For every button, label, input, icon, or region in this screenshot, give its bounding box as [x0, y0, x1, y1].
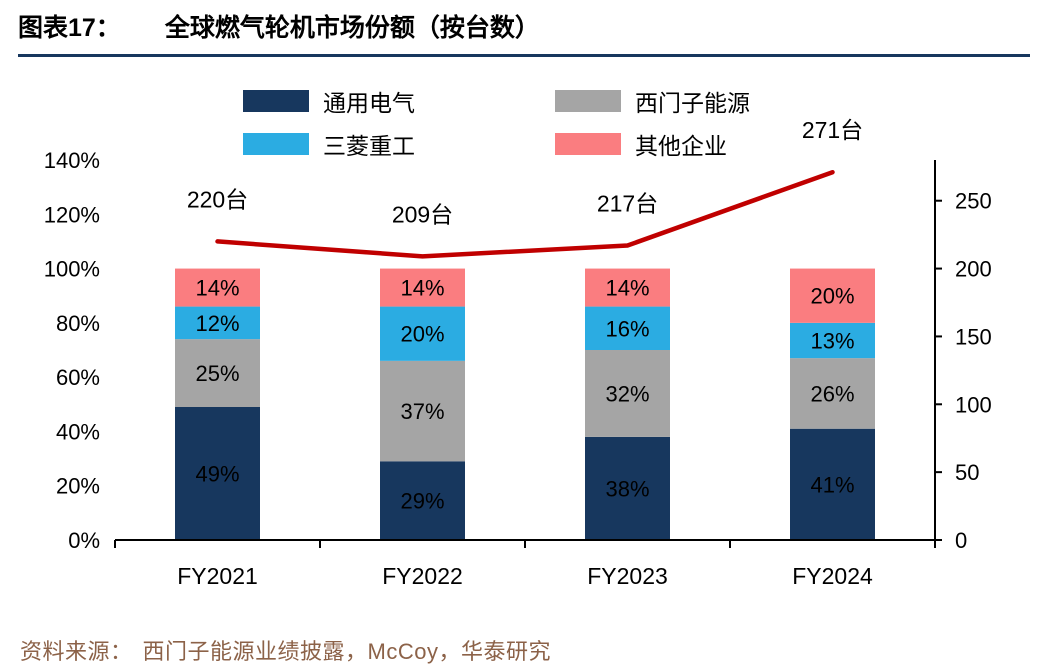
line-point-label: 209台 — [392, 201, 453, 227]
legend-label: 通用电气 — [323, 90, 415, 116]
bar-segment — [585, 306, 670, 350]
legend-item: 西门子能源 — [555, 84, 867, 118]
bar-segment-label: 14% — [400, 276, 444, 301]
bar-segment-label: 29% — [400, 489, 444, 514]
legend-item: 通用电气 — [243, 84, 555, 118]
figure-header: 图表17： 全球燃气轮机市场份额（按台数） — [18, 8, 1030, 57]
figure-number: 图表17： — [18, 14, 121, 42]
legend-label: 三菱重工 — [323, 133, 415, 159]
bar-segment — [175, 268, 260, 307]
chart-legend: 通用电气 西门子能源三菱重工 其他企业 — [243, 84, 867, 161]
source-line: 资料来源： 西门子能源业绩披露，McCoy，华泰研究 — [20, 634, 551, 666]
figure-title: 全球燃气轮机市场份额（按台数） — [164, 14, 540, 42]
right-axis-tick-label: 50 — [955, 460, 979, 485]
left-axis-tick-label: 120% — [44, 202, 100, 227]
bar-segment — [585, 350, 670, 437]
left-axis-tick-label: 60% — [56, 365, 100, 390]
bar-segment — [380, 268, 465, 307]
bar-segment — [380, 360, 465, 462]
right-axis-tick-label: 150 — [955, 324, 992, 349]
bar-segment-label: 32% — [605, 381, 649, 406]
left-axis-tick-label: 40% — [56, 419, 100, 444]
legend-item: 三菱重工 — [243, 127, 555, 161]
line-point-label: 271台 — [802, 117, 863, 143]
line-series — [215, 169, 835, 259]
x-axis-label: FY2021 — [177, 563, 258, 589]
bar-segment-label: 20% — [400, 322, 444, 347]
bar-segment — [175, 339, 260, 407]
bar-segment — [790, 268, 875, 323]
bar-segment-label: 26% — [810, 381, 854, 406]
bar-segment-label: 12% — [195, 311, 239, 336]
legend-swatch — [243, 133, 309, 155]
left-axis-tick-label: 0% — [68, 528, 100, 553]
legend-item: 其他企业 — [555, 127, 867, 161]
legend-label: 西门子能源 — [635, 90, 750, 116]
left-axis-tick-label: 20% — [56, 474, 100, 499]
bar-segment — [790, 358, 875, 429]
bar-segment-label: 41% — [810, 472, 854, 497]
x-axis-label: FY2022 — [382, 563, 463, 589]
legend-label: 其他企业 — [635, 133, 727, 159]
line-point-label: 220台 — [187, 186, 248, 212]
bar-segment-label: 14% — [195, 276, 239, 301]
bar-segment-label: 13% — [810, 329, 854, 354]
chart-plot-area: 49% 25% 12% 14% 29% 37% 20% 14% 38% 32% 16% 14% 41% 2… — [44, 117, 992, 589]
bar-segment-label: 20% — [810, 284, 854, 309]
line-point-label: 217台 — [597, 191, 658, 217]
right-axis-tick-label: 250 — [955, 189, 992, 214]
bar-segment — [585, 436, 670, 540]
left-axis-tick-label: 100% — [44, 257, 100, 282]
left-axis-tick-label: 140% — [44, 148, 100, 173]
bar-segment-label: 49% — [195, 462, 239, 487]
right-axis-tick-label: 200 — [955, 257, 992, 282]
x-axis-label: FY2024 — [792, 563, 873, 589]
legend-swatch — [555, 90, 621, 112]
right-axis-tick-label: 100 — [955, 392, 992, 417]
source-text: 西门子能源业绩披露，McCoy，华泰研究 — [142, 639, 551, 664]
bar-segment-label: 38% — [605, 476, 649, 501]
bar-segment-label: 16% — [605, 316, 649, 341]
bar-segment — [175, 306, 260, 340]
bar-segment — [380, 306, 465, 361]
bar-segment-label: 25% — [195, 361, 239, 386]
bar-segment — [790, 322, 875, 359]
legend-swatch — [243, 90, 309, 112]
legend-swatch — [555, 133, 621, 155]
bar-segment — [585, 268, 670, 307]
left-axis-tick-label: 80% — [56, 311, 100, 336]
bar-segment — [380, 461, 465, 540]
bar-segment — [175, 407, 260, 540]
x-axis-label: FY2023 — [587, 563, 668, 589]
bar-segment-label: 14% — [605, 276, 649, 301]
right-axis-tick-label: 0 — [955, 528, 967, 553]
bar-segment-label: 37% — [400, 399, 444, 424]
bar-segment — [790, 428, 875, 540]
source-label: 资料来源： — [20, 639, 133, 664]
